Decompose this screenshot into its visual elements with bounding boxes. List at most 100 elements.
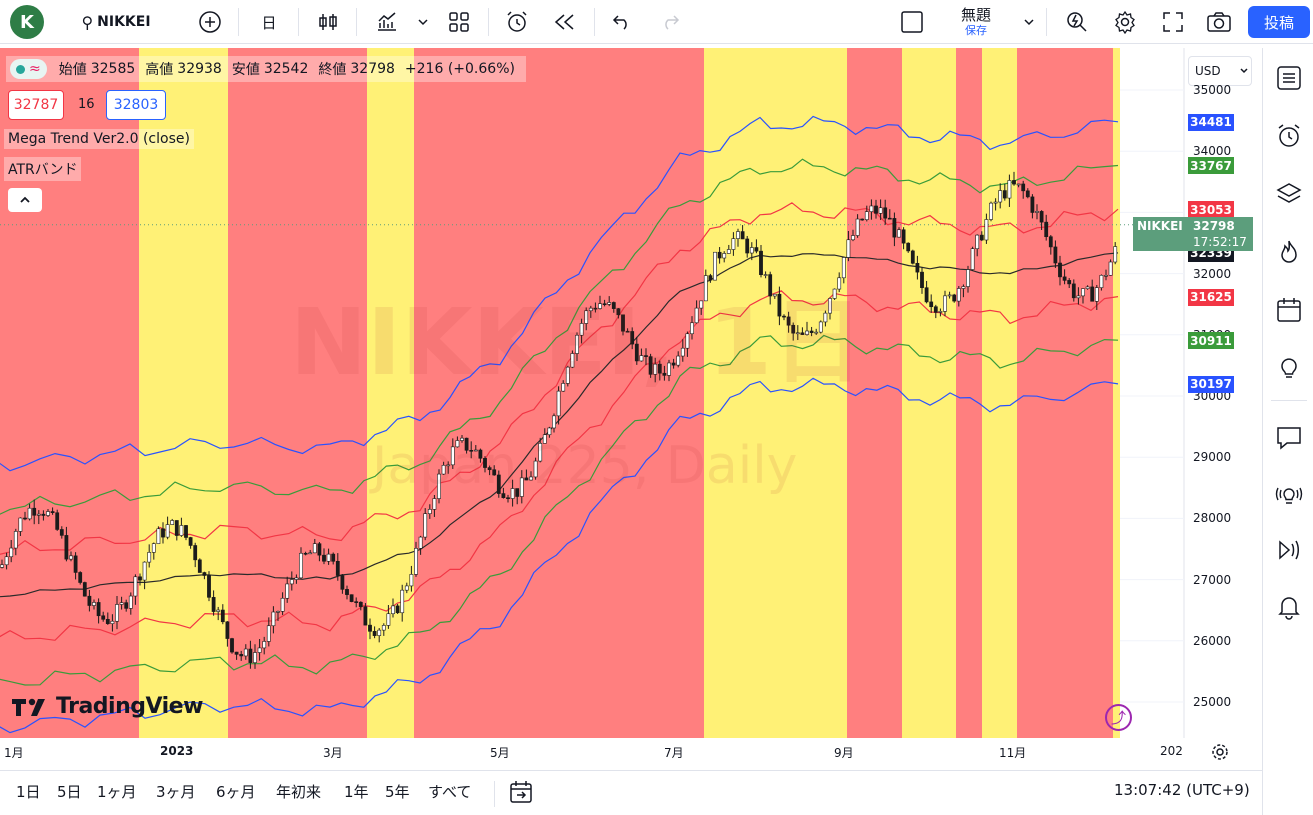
interval-button[interactable]: 日 (261, 13, 277, 32)
candle-up (142, 561, 147, 581)
watchlist-button[interactable] (1271, 60, 1307, 96)
chart-type-button[interactable] (312, 0, 344, 44)
layout-button[interactable] (442, 0, 476, 44)
hotlists-button[interactable] (1271, 234, 1307, 270)
indicator-mega-trend[interactable]: Mega Trend Ver2.0 (close) (4, 129, 194, 149)
range-button[interactable]: すべて (428, 783, 472, 801)
candle-up (115, 604, 119, 622)
candle-down (648, 356, 653, 375)
timezone-clock[interactable]: 13:07:42 (UTC+9) (1114, 781, 1250, 799)
quick-search-button[interactable] (1060, 0, 1094, 44)
currency-select[interactable]: USD (1188, 56, 1252, 86)
chart-pane[interactable] (0, 48, 1258, 738)
candle-up (1035, 211, 1039, 213)
range-button[interactable]: 1日 (16, 783, 41, 801)
candle-down (96, 602, 101, 617)
divider (494, 781, 495, 807)
range-button[interactable]: 1ヶ月 (97, 783, 137, 801)
price-chart[interactable] (0, 48, 1258, 738)
save-label: 保存 (965, 24, 987, 37)
search-icon: ⚲ (81, 12, 94, 32)
candle-up (460, 437, 464, 441)
candle-up (1081, 288, 1085, 297)
candle-down (78, 572, 83, 583)
alerts-button[interactable] (1271, 118, 1307, 154)
streams-button[interactable] (1271, 476, 1307, 512)
candle-down (644, 355, 648, 357)
symbol-search[interactable]: ⚲ NIKKEI (74, 0, 158, 44)
undo-button[interactable] (606, 0, 638, 44)
candle-up (4, 556, 9, 566)
indicators-dropdown[interactable] (412, 0, 434, 44)
goto-date-button[interactable] (508, 779, 536, 807)
candle-down (138, 576, 142, 581)
range-button[interactable]: 年初来 (276, 783, 322, 801)
top-toolbar: K ⚲ NIKKEI 日 無題 保存 (0, 0, 1313, 44)
buy-price-button[interactable]: 32803 (106, 90, 166, 120)
range-button[interactable]: 6ヶ月 (216, 783, 256, 801)
candle-down (464, 437, 469, 451)
candle-up (266, 625, 271, 642)
candle-up (179, 525, 184, 536)
candle-up (36, 513, 41, 516)
candle-up (676, 355, 681, 366)
candle-down (506, 497, 510, 499)
range-button[interactable]: 5日 (57, 783, 82, 801)
range-button[interactable]: 3ヶ月 (156, 783, 196, 801)
indicator-atr-band[interactable]: ATRバンド (4, 157, 82, 181)
visibility-toggle[interactable]: ≈ (10, 59, 47, 79)
fullscreen-button[interactable] (1156, 0, 1190, 44)
user-avatar[interactable]: K (10, 5, 44, 39)
candle-up (772, 293, 777, 297)
chat-button[interactable] (1271, 420, 1307, 456)
collapse-legend-button[interactable] (8, 188, 42, 212)
candle-up (280, 597, 285, 612)
candle-down (64, 535, 69, 560)
range-button[interactable]: 5年 (385, 783, 410, 801)
redo-icon (665, 15, 680, 30)
candle-down (23, 517, 27, 520)
candle-down (887, 217, 892, 220)
lightning-icon[interactable]: ⤴ (1105, 704, 1132, 731)
candle-down (1048, 236, 1053, 248)
settings-button[interactable] (1108, 0, 1142, 44)
candle-down (630, 331, 635, 345)
axis-settings-button[interactable] (1210, 742, 1232, 764)
candle-up (441, 465, 446, 475)
notifications-button[interactable] (1271, 588, 1307, 624)
object-tree-button[interactable] (1271, 176, 1307, 212)
candle-down (602, 303, 607, 306)
candle-down (87, 595, 92, 606)
layout-dropdown[interactable] (1018, 0, 1040, 44)
ideas-button[interactable] (1271, 350, 1307, 386)
range-button[interactable]: 1年 (344, 783, 369, 801)
candle-up (165, 524, 170, 538)
candle-down (82, 582, 87, 597)
layout-name-button[interactable]: 無題 保存 (944, 0, 1008, 44)
candle-up (216, 609, 221, 612)
calendar-icon (1277, 298, 1301, 322)
select-box-button[interactable] (896, 0, 928, 44)
alert-button[interactable] (500, 0, 534, 44)
indicators-button[interactable] (370, 0, 404, 44)
publish-button[interactable]: 投稿 (1248, 6, 1310, 38)
candle-up (377, 629, 382, 636)
playback-button[interactable] (1271, 532, 1307, 568)
candle-up (533, 460, 538, 478)
trend-zone-red (228, 48, 367, 738)
add-symbol-button[interactable] (194, 0, 226, 44)
candle-up (276, 611, 280, 613)
candle-down (487, 467, 492, 471)
candle-up (547, 427, 552, 436)
candle-down (1039, 211, 1044, 223)
candle-down (354, 601, 359, 603)
time-tick-label: 202 (1160, 744, 1183, 758)
sell-price-button[interactable]: 32787 (8, 90, 64, 120)
snapshot-button[interactable] (1202, 0, 1236, 44)
candle-up (473, 449, 478, 452)
calendar-button[interactable] (1271, 292, 1307, 328)
redo-button[interactable] (654, 0, 686, 44)
candle-up (133, 576, 138, 597)
replay-button[interactable] (548, 0, 582, 44)
candle-down (1044, 221, 1049, 238)
